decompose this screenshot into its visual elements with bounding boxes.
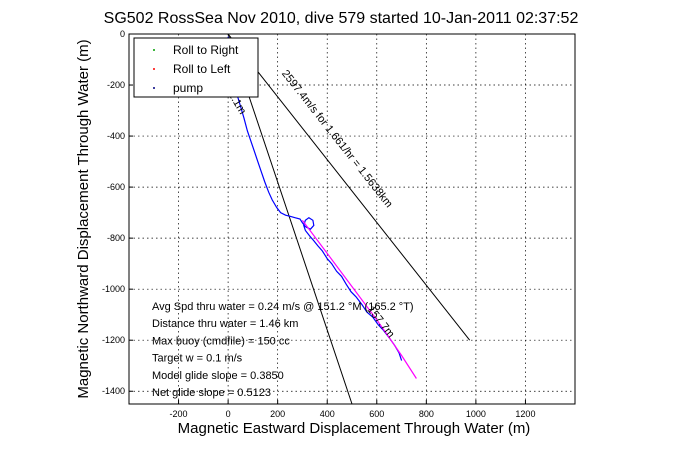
legend: Roll to Right Roll to Left pump <box>133 37 259 98</box>
reference-line <box>227 33 471 341</box>
chart-title: SG502 RossSea Nov 2010, dive 579 started… <box>104 10 579 27</box>
series-line-0 <box>227 36 403 361</box>
y-tick-label: -200 <box>107 80 125 90</box>
stats-line: Target w = 0.1 m/s <box>152 353 243 365</box>
stats-line: Max buoy (cmdfile) = 150 cc <box>152 335 290 347</box>
y-tick-label: -400 <box>107 131 125 141</box>
x-tick-label: 200 <box>270 409 285 419</box>
stats-block: Avg Spd thru water = 0.24 m/s @ 151.2 °M… <box>152 301 414 399</box>
y-tick-label: -800 <box>107 233 125 243</box>
x-tick-label: 600 <box>369 409 384 419</box>
y-ticks: 0 -200 -400 -600 -800 -1000 -1200 -1400 <box>102 29 133 396</box>
y-tick-label: 0 <box>120 29 125 39</box>
x-tick-label: 0 <box>226 409 231 419</box>
stats-line: Distance thru water = 1.46 km <box>152 318 298 330</box>
y-tick-label: -1200 <box>102 335 125 345</box>
grid <box>129 33 575 404</box>
legend-label: Roll to Left <box>173 62 231 76</box>
stats-line: Avg Spd thru water = 0.24 m/s @ 151.2 °M… <box>152 301 414 313</box>
legend-marker <box>153 87 155 89</box>
x-tick-label: 1200 <box>515 409 535 419</box>
series-layer <box>227 36 417 379</box>
x-tick-label: 400 <box>320 409 335 419</box>
stats-line: Net glide slope = 0.5123 <box>152 387 271 399</box>
legend-marker <box>153 68 155 70</box>
x-ticks: -200 0 200 400 600 800 1000 1200 <box>170 400 535 419</box>
y-tick-label: -1000 <box>102 284 125 294</box>
legend-label: Roll to Right <box>173 43 239 57</box>
legend-box <box>133 37 259 98</box>
y-axis-label: Magnetic Northward Displacement Through … <box>75 39 92 398</box>
y-tick-label: -600 <box>107 182 125 192</box>
x-axis-label: Magnetic Eastward Displacement Through W… <box>178 420 531 437</box>
y-tick-label: -1400 <box>102 386 125 396</box>
series-line-1 <box>301 219 417 379</box>
x-tick-label: 1000 <box>466 409 486 419</box>
legend-label: pump <box>173 81 203 95</box>
legend-marker <box>153 49 155 51</box>
x-tick-label: 800 <box>419 409 434 419</box>
stats-line: Model glide slope = 0.3850 <box>152 370 284 382</box>
x-tick-label: -200 <box>170 409 188 419</box>
